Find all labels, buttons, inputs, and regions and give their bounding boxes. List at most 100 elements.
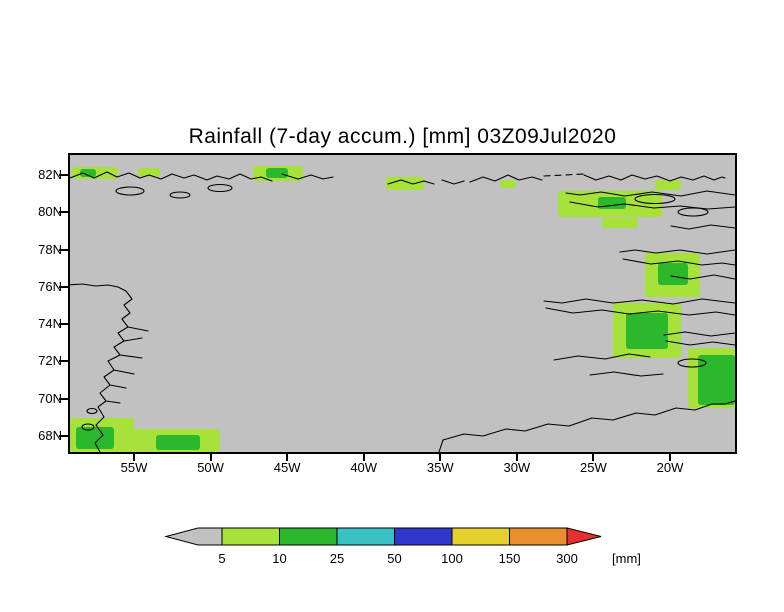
coastline: [670, 274, 735, 280]
coastline: [387, 179, 435, 185]
x-tick-label: 35W: [426, 460, 454, 475]
x-tick-mark: [439, 454, 442, 461]
coastline: [70, 283, 133, 452]
y-tick-mark: [59, 360, 68, 363]
colorbar-tick-label: 25: [330, 551, 344, 566]
island-outline: [207, 183, 233, 193]
colorbar-tick-label: 150: [499, 551, 521, 566]
x-tick-label: 50W: [197, 460, 224, 475]
rainfall-shading-layer: [70, 166, 735, 452]
colorbar-bin-50-100: [394, 527, 453, 546]
colorbar-bin-10-25: [279, 527, 338, 546]
coastline: [553, 353, 651, 361]
coastline: [565, 190, 735, 197]
x-tick-mark: [286, 454, 289, 461]
y-tick-label: 74N: [38, 316, 62, 332]
colorbar-overflow-arrow: [566, 527, 602, 546]
island-outline: [81, 423, 95, 431]
coastline: [670, 224, 735, 230]
x-tick-mark: [362, 454, 365, 461]
island-outline: [677, 358, 707, 368]
y-tick-mark: [59, 397, 68, 400]
y-tick-label: 80N: [38, 204, 62, 220]
island-outline: [169, 191, 191, 199]
coastline: [619, 249, 735, 255]
coastline: [545, 307, 735, 316]
coastline: [70, 171, 273, 182]
plot-title: Rainfall (7-day accum.) [mm] 03Z09Jul202…: [188, 125, 617, 148]
y-tick-label: 72N: [38, 353, 62, 369]
island-outline: [677, 207, 709, 217]
y-tick-mark: [59, 174, 68, 176]
coastline: [622, 258, 735, 266]
colorbar-unit-label: [mm]: [612, 551, 641, 566]
x-tick-label: 45W: [273, 460, 301, 475]
coastline: [665, 340, 735, 346]
x-tick-label: 25W: [580, 460, 607, 475]
rain-patch-10-25mm: [626, 313, 668, 349]
y-tick-mark: [59, 434, 68, 437]
colorbar-bin-100-150: [451, 527, 510, 546]
y-tick-mark: [59, 211, 68, 214]
coastline: [441, 179, 465, 185]
colorbar-bin-25-50: [336, 527, 395, 546]
rain-patch-5-10mm: [138, 168, 160, 177]
coastline: [543, 173, 585, 177]
coastline: [543, 298, 735, 305]
rain-patch-5-10mm: [500, 180, 516, 188]
island-outline: [86, 407, 98, 415]
rain-patch-5-10mm: [655, 180, 681, 190]
coastline: [105, 400, 121, 404]
x-tick-mark: [515, 454, 518, 461]
coastline: [583, 174, 726, 182]
coastline-layer: [70, 171, 735, 452]
coastline: [438, 439, 444, 452]
rain-patch-10-25mm: [598, 197, 626, 209]
coastline: [281, 173, 334, 180]
coastline: [119, 354, 143, 359]
colorbar-tick-label: 5: [218, 551, 225, 566]
y-tick-label: 76N: [38, 278, 62, 294]
coastline: [663, 331, 735, 337]
colorbar-tick-label: 300: [556, 551, 578, 566]
x-tick-label: 55W: [120, 460, 148, 475]
coastline: [569, 201, 735, 210]
colorbar-underflow-arrow: [164, 527, 223, 546]
colorbar-tick-label: 50: [387, 551, 401, 566]
rain-patch-10-25mm: [156, 435, 200, 450]
rain-patch-5-10mm: [386, 177, 424, 190]
colorbar-tick-label: 100: [441, 551, 463, 566]
y-tick-label: 82N: [38, 167, 62, 182]
rain-patch-10-25mm: [266, 168, 288, 178]
island-outline: [115, 186, 145, 196]
coastline: [127, 326, 149, 332]
colorbar-bin-5-10: [221, 527, 280, 546]
rain-patch-10-25mm: [76, 427, 114, 449]
coastline: [113, 369, 135, 375]
map-canvas: [70, 166, 735, 452]
x-tick-mark: [668, 454, 671, 461]
island-outline: [634, 193, 676, 205]
coastline: [469, 174, 543, 183]
coastline: [109, 384, 127, 389]
rain-patch-5-10mm: [602, 218, 638, 228]
y-tick-mark: [59, 285, 68, 288]
x-tick-mark: [592, 454, 595, 461]
y-tick-label: 70N: [38, 390, 62, 406]
coastline: [442, 400, 735, 441]
y-tick-mark: [59, 248, 68, 251]
coastline: [589, 371, 664, 377]
map-plot-area: [68, 153, 737, 454]
x-tick-label: 30W: [503, 460, 531, 475]
y-tick-label: 78N: [38, 241, 62, 257]
x-tick-label: 20W: [656, 460, 684, 475]
colorbar-bin-150-300: [509, 527, 568, 546]
colorbar: 5 10 25 50 100 150 300 [mm]: [164, 527, 641, 566]
coastline: [123, 337, 143, 342]
rain-patch-10-25mm: [658, 263, 688, 285]
x-tick-mark: [209, 454, 212, 461]
y-tick-label: 68N: [38, 427, 62, 443]
rain-patch-10-25mm: [698, 355, 735, 405]
x-tick-label: 40W: [350, 460, 378, 475]
